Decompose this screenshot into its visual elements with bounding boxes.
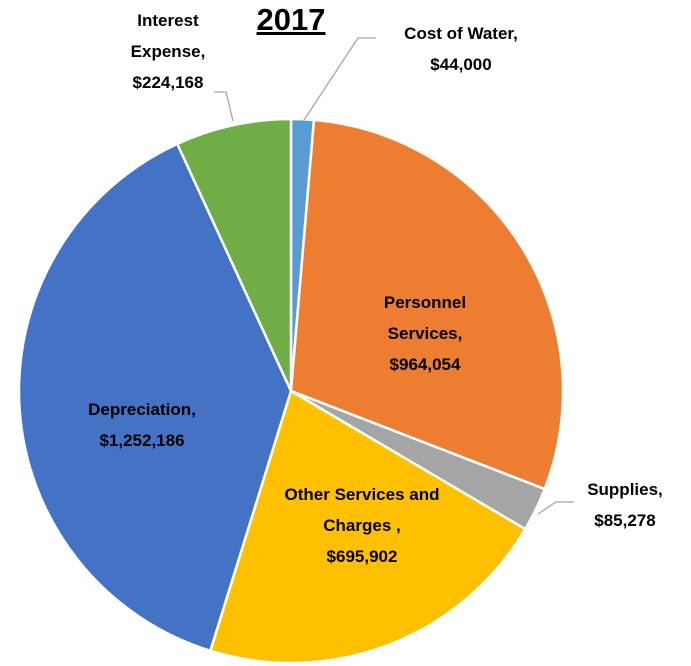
slice [208, 389, 528, 665]
data-label: Cost of Water, $44,000 [361, 18, 561, 80]
slice-name: Interest Expense, [130, 11, 206, 61]
slice [175, 117, 293, 392]
slice-value: $224,168 [132, 73, 204, 92]
data-label: Other Services and Charges , $695,902 [272, 479, 452, 572]
slice-name: Depreciation, [88, 400, 196, 419]
slice-name: Supplies, [587, 480, 663, 499]
slice-value: $1,252,186 [99, 431, 185, 450]
leader-line [303, 37, 376, 121]
slice [17, 142, 293, 653]
chart-title: 2017 [256, 2, 326, 37]
slice-value: $695,902 [326, 547, 398, 566]
slice [289, 118, 565, 491]
data-label: Supplies, $85,278 [565, 474, 685, 536]
data-label: Interest Expense, $224,168 [108, 5, 228, 98]
slice-value: $964,054 [389, 355, 461, 374]
slice-value: $44,000 [430, 55, 492, 74]
data-label: Depreciation, $1,252,186 [42, 394, 242, 456]
slice-value: $85,278 [594, 511, 656, 530]
leader-line [537, 501, 574, 515]
slice-name: Other Services and Charges , [284, 485, 440, 535]
slice-name: Personnel Services, [383, 293, 467, 343]
data-label: Personnel Services, $964,054 [365, 287, 485, 380]
leader-line [214, 91, 234, 122]
leader-lines [214, 37, 574, 515]
slice-name: Cost of Water, [404, 24, 518, 43]
slices [17, 117, 565, 665]
